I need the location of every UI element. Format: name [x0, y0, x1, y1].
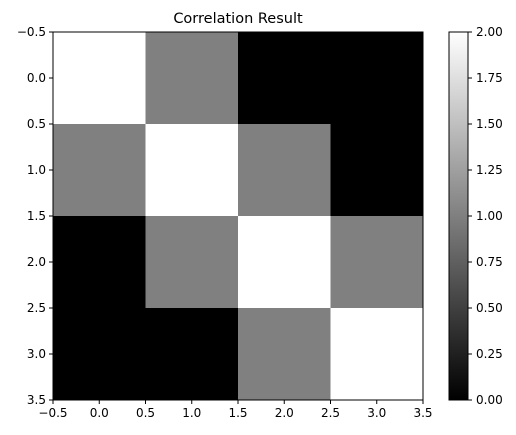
heatmap-cells [53, 32, 423, 400]
heatmap-cell-r3-c0 [53, 308, 146, 400]
y-tick-label: 3.0 [27, 347, 46, 361]
colorbar [448, 31, 469, 401]
colorbar-tick-label: 0.50 [476, 301, 503, 315]
x-tick-label: −0.5 [38, 406, 67, 420]
heatmap-cell-r0-c3 [330, 32, 423, 124]
x-tick-label: 3.0 [367, 406, 386, 420]
heatmap-cell-r0-c2 [238, 32, 331, 124]
y-tick-label: 0.0 [27, 71, 46, 85]
heatmap-cell-r2-c3 [330, 216, 423, 308]
heatmap-cell-r3-c2 [238, 308, 331, 400]
x-tick-label: 0.5 [136, 406, 155, 420]
colorbar-tick-label: 1.75 [476, 71, 503, 85]
colorbar-tick-label: 0.25 [476, 347, 503, 361]
heatmap-cell-r1-c3 [330, 124, 423, 216]
heatmap-cell-r0-c1 [145, 32, 238, 124]
heatmap-cell-r2-c2 [238, 216, 331, 308]
x-tick-label: 2.5 [321, 406, 340, 420]
y-tick-label: 2.0 [27, 255, 46, 269]
colorbar-tick-label: 0.75 [476, 255, 503, 269]
x-tick-label: 1.0 [182, 406, 201, 420]
colorbar-tick-label: 1.25 [476, 163, 503, 177]
y-tick-label: −0.5 [17, 25, 46, 39]
y-axis: −0.5 0.0 0.5 1.0 1.5 2.0 2.5 3.0 3.5 [17, 25, 53, 407]
x-axis: −0.5 0.0 0.5 1.0 1.5 2.0 2.5 3.0 3.5 [38, 400, 433, 420]
x-tick-label: 0.0 [90, 406, 109, 420]
colorbar-tick-label: 1.00 [476, 209, 503, 223]
y-tick-label: 1.5 [27, 209, 46, 223]
colorbar-tick-label: 0.00 [476, 393, 503, 407]
heatmap-cell-r3-c3 [330, 308, 423, 400]
x-tick-label: 1.5 [228, 406, 247, 420]
y-tick-label: 0.5 [27, 117, 46, 131]
heatmap-cell-r3-c1 [145, 308, 238, 400]
heatmap-cell-r2-c1 [145, 216, 238, 308]
heatmap-cell-r0-c0 [53, 32, 146, 124]
colorbar-axis: 0.00 0.25 0.50 0.75 1.00 1.25 1.50 1.75 2.00 [468, 25, 503, 407]
chart-title: Correlation Result [173, 11, 303, 27]
heatmap-cell-r1-c1 [145, 124, 238, 216]
y-tick-label: 2.5 [27, 301, 46, 315]
y-tick-label: 3.5 [27, 393, 46, 407]
colorbar-tick-label: 1.50 [476, 117, 503, 131]
x-tick-label: 3.5 [413, 406, 432, 420]
heatmap-cell-r1-c0 [53, 124, 146, 216]
heatmap-cell-r2-c0 [53, 216, 146, 308]
x-tick-label: 2.0 [275, 406, 294, 420]
colorbar-tick-label: 2.00 [476, 25, 503, 39]
heatmap-cell-r1-c2 [238, 124, 331, 216]
y-tick-label: 1.0 [27, 163, 46, 177]
